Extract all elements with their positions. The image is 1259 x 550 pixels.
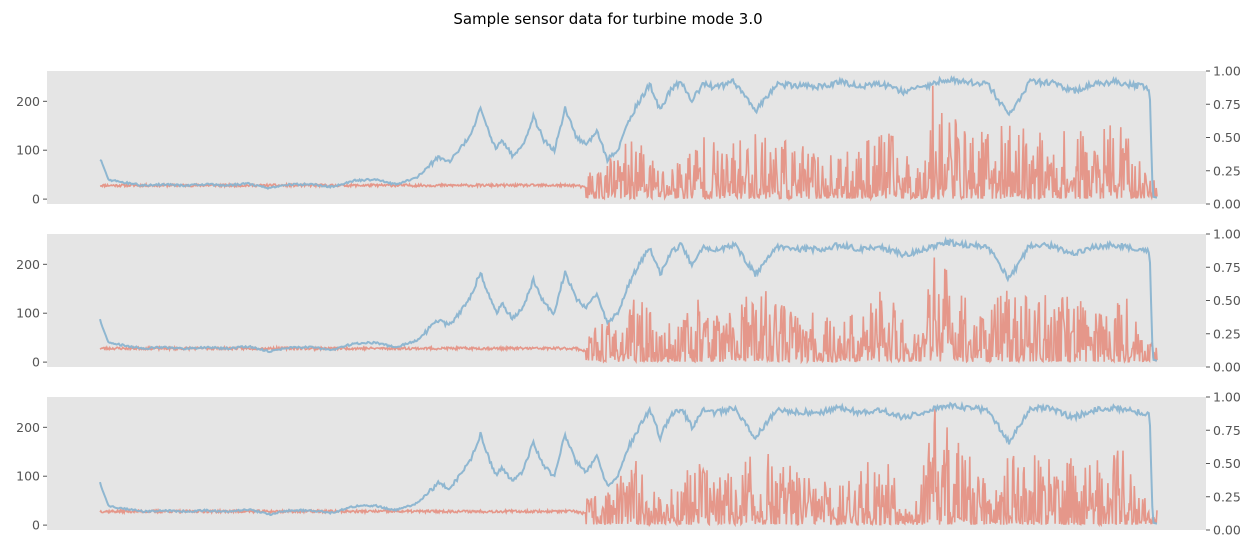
subplot-3: 0 100 200 0.00 0.25 0.50 0.75 1.00 <box>16 390 1241 538</box>
right-tick-label: 0.75 <box>1213 97 1241 112</box>
subplot-grid: 0 100 200 0.00 0.25 0.50 0.75 1.00 0 100 200 0.00 0.… <box>16 64 1241 538</box>
left-tick-label: 0 <box>32 518 40 533</box>
left-tick-label: 0 <box>32 192 40 207</box>
chart-title: Sample sensor data for turbine mode 3.0 <box>453 10 762 28</box>
right-tick-label: 0.50 <box>1213 130 1241 145</box>
left-tick-label: 200 <box>16 420 40 435</box>
right-tick-label: 0.00 <box>1213 197 1241 212</box>
right-tick-label: 0.50 <box>1213 456 1241 471</box>
series-left-line <box>99 236 1158 362</box>
right-tick-label: 0.25 <box>1213 163 1241 178</box>
left-tick-label: 100 <box>16 143 40 158</box>
series-right-line <box>99 257 1158 365</box>
right-tick-label: 0.75 <box>1213 423 1241 438</box>
right-tick-label: 0.50 <box>1213 293 1241 308</box>
right-tick-label: 0.25 <box>1213 489 1241 504</box>
right-tick-label: 0.25 <box>1213 326 1241 341</box>
left-tick-label: 0 <box>32 355 40 370</box>
right-tick-label: 0.75 <box>1213 260 1241 275</box>
series-right-line <box>99 85 1158 202</box>
right-tick-label: 1.00 <box>1213 64 1241 79</box>
series-right-line <box>99 408 1158 528</box>
subplot-2: 0 100 200 0.00 0.25 0.50 0.75 1.00 <box>16 227 1241 375</box>
subplot-1: 0 100 200 0.00 0.25 0.50 0.75 1.00 <box>16 64 1241 212</box>
right-tick-label: 1.00 <box>1213 390 1241 405</box>
left-tick-label: 200 <box>16 94 40 109</box>
left-tick-label: 100 <box>16 306 40 321</box>
left-tick-label: 200 <box>16 257 40 272</box>
series-left-line <box>99 401 1158 525</box>
left-tick-label: 100 <box>16 469 40 484</box>
right-tick-label: 0.00 <box>1213 360 1241 375</box>
right-tick-label: 1.00 <box>1213 227 1241 242</box>
right-tick-label: 0.00 <box>1213 523 1241 538</box>
series-left-line <box>99 75 1158 199</box>
